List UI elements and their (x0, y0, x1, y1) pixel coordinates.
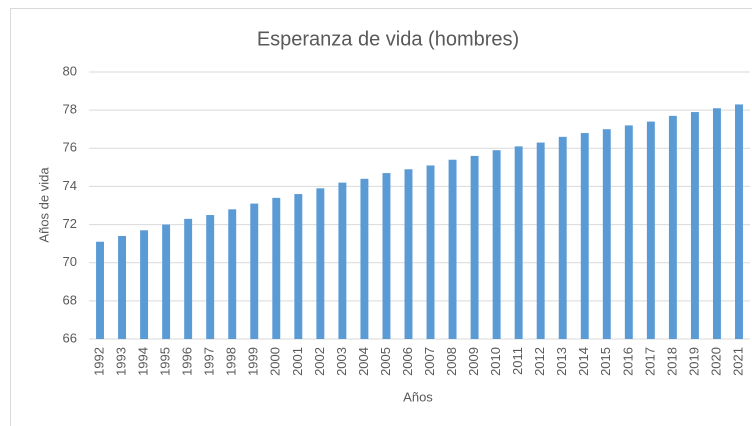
x-tick-label: 2014 (576, 347, 591, 376)
x-tick-label: 2005 (378, 347, 393, 376)
bar (426, 165, 435, 339)
y-tick-label: 66 (63, 330, 77, 345)
x-tick-label: 2013 (554, 347, 569, 376)
bar (206, 215, 215, 339)
bar (470, 155, 479, 339)
x-tick-label: 2007 (422, 347, 437, 376)
x-tick-label: 2011 (510, 347, 525, 375)
x-tick-label: 1993 (113, 347, 128, 376)
x-tick-label: 2003 (334, 347, 349, 376)
bar (118, 236, 127, 339)
y-tick-label: 78 (63, 102, 77, 117)
bar (580, 133, 589, 339)
x-tick-label: 2009 (466, 347, 481, 376)
bar (624, 125, 633, 340)
x-tick-label: 2020 (708, 347, 723, 376)
y-tick-label: 68 (63, 292, 77, 307)
x-tick-label: 2017 (642, 347, 657, 376)
bar (735, 104, 743, 340)
bar (448, 159, 457, 339)
bar (272, 197, 281, 339)
bar (140, 230, 149, 339)
x-tick-label: 2000 (268, 347, 283, 376)
bar (514, 146, 523, 339)
bar (96, 241, 104, 339)
bar (690, 112, 699, 339)
x-tick-label: 2001 (290, 347, 305, 376)
x-tick-label: 1997 (202, 347, 217, 376)
x-tick-label: 2008 (444, 347, 459, 376)
x-tick-label: 1994 (136, 347, 151, 376)
bar (558, 136, 567, 339)
y-tick-label: 76 (63, 140, 77, 155)
bar (294, 194, 303, 339)
x-tick-label: 2016 (620, 347, 635, 376)
y-tick-label: 72 (63, 216, 77, 231)
x-tick-label: 2021 (730, 347, 745, 376)
x-tick-label: 2004 (356, 347, 371, 376)
bar (382, 173, 391, 339)
x-tick-label: 2018 (664, 347, 679, 376)
bar (602, 129, 611, 339)
x-tick-label: 1995 (158, 347, 173, 376)
bar (404, 169, 413, 339)
x-tick-label: 2019 (686, 347, 701, 376)
bar (492, 150, 501, 339)
y-axis-title: Años de vida (36, 167, 51, 243)
x-tick-label: 2006 (400, 347, 415, 376)
x-tick-label: 1998 (224, 347, 239, 376)
x-tick-label: 1996 (180, 347, 195, 376)
chart-frame (10, 8, 752, 426)
bar (184, 218, 193, 339)
bar (228, 209, 237, 339)
bar (646, 121, 655, 339)
x-tick-label: 1999 (246, 347, 261, 376)
bar (338, 182, 347, 339)
bar (360, 178, 369, 339)
x-tick-label: 2012 (532, 347, 547, 376)
y-tick-label: 80 (63, 63, 77, 78)
y-tick-label: 70 (63, 254, 77, 269)
bar (536, 142, 545, 339)
x-tick-label: 1992 (91, 347, 106, 376)
x-tick-label: 2002 (312, 347, 327, 376)
bar (162, 224, 171, 339)
bar (712, 108, 721, 339)
bar (668, 115, 677, 339)
x-tick-label: 2010 (488, 347, 503, 376)
bar (316, 188, 325, 339)
x-tick-label: 2015 (598, 347, 613, 376)
x-axis-title: Años (403, 389, 433, 404)
chart-title: Esperanza de vida (hombres) (257, 28, 519, 50)
y-tick-label: 74 (63, 178, 77, 193)
bar (250, 203, 259, 339)
